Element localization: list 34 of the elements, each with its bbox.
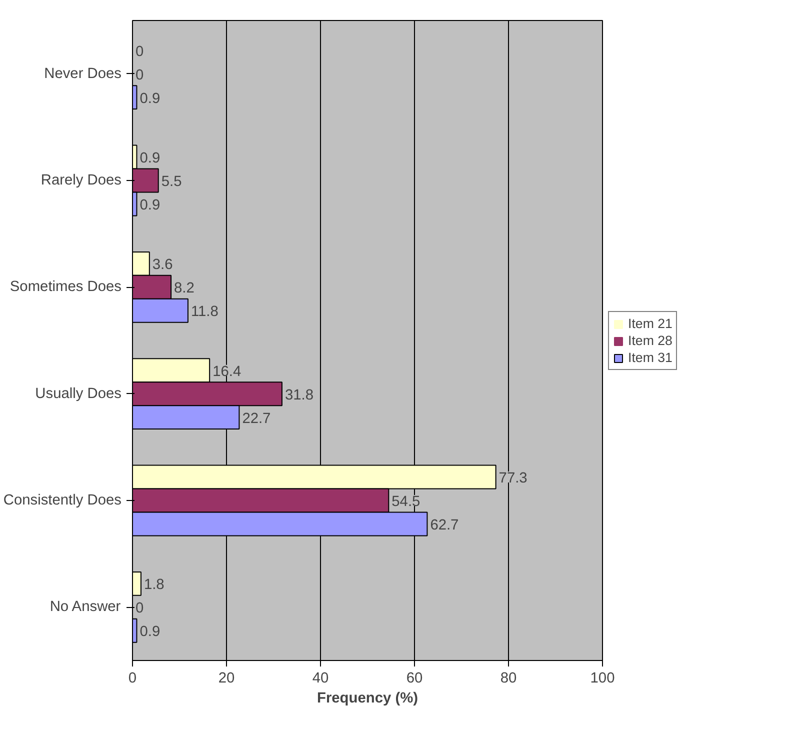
x-axis-title: Frequency (%) xyxy=(317,690,418,706)
y-tick-label: Rarely Does xyxy=(40,172,122,188)
x-tick-label: 60 xyxy=(406,670,423,686)
x-tick-label: 100 xyxy=(590,670,615,686)
data-label: 77.3 xyxy=(498,470,528,487)
data-label: 5.5 xyxy=(161,174,182,190)
legend-label: Item 21 xyxy=(628,316,672,331)
y-tick-label: Usually Does xyxy=(35,386,122,402)
y-tick-label: Never Does xyxy=(44,66,122,82)
x-tick-label: 40 xyxy=(312,670,329,686)
data-label: 0 xyxy=(136,67,144,84)
data-label: 16.4 xyxy=(212,364,242,380)
x-tick-label: 20 xyxy=(218,670,235,686)
data-label: 0.9 xyxy=(140,624,160,640)
data-label: 0.9 xyxy=(140,150,160,167)
data-label: 1.8 xyxy=(144,577,164,594)
data-label: 0 xyxy=(136,600,144,617)
data-label: 62.7 xyxy=(430,517,459,534)
legend-label: Item 31 xyxy=(628,350,672,365)
y-tick-label: Sometimes Does xyxy=(10,279,122,296)
y-tick-label: Consistently Does xyxy=(3,492,122,508)
data-label: 11.8 xyxy=(190,304,218,320)
x-tick-label: 0 xyxy=(128,670,137,686)
x-tick-label: 80 xyxy=(500,670,517,686)
data-label: 0 xyxy=(136,44,144,60)
data-label: 22.7 xyxy=(242,410,271,427)
data-label: 31.8 xyxy=(284,387,314,404)
legend-label: Item 28 xyxy=(628,333,672,348)
data-label: 3.6 xyxy=(152,257,173,274)
data-label: 8.2 xyxy=(174,280,194,297)
data-label: 0.9 xyxy=(140,197,160,214)
data-label: 0.9 xyxy=(140,90,160,107)
data-label: 54.5 xyxy=(392,494,420,510)
y-tick-label: No Answer xyxy=(50,599,121,616)
